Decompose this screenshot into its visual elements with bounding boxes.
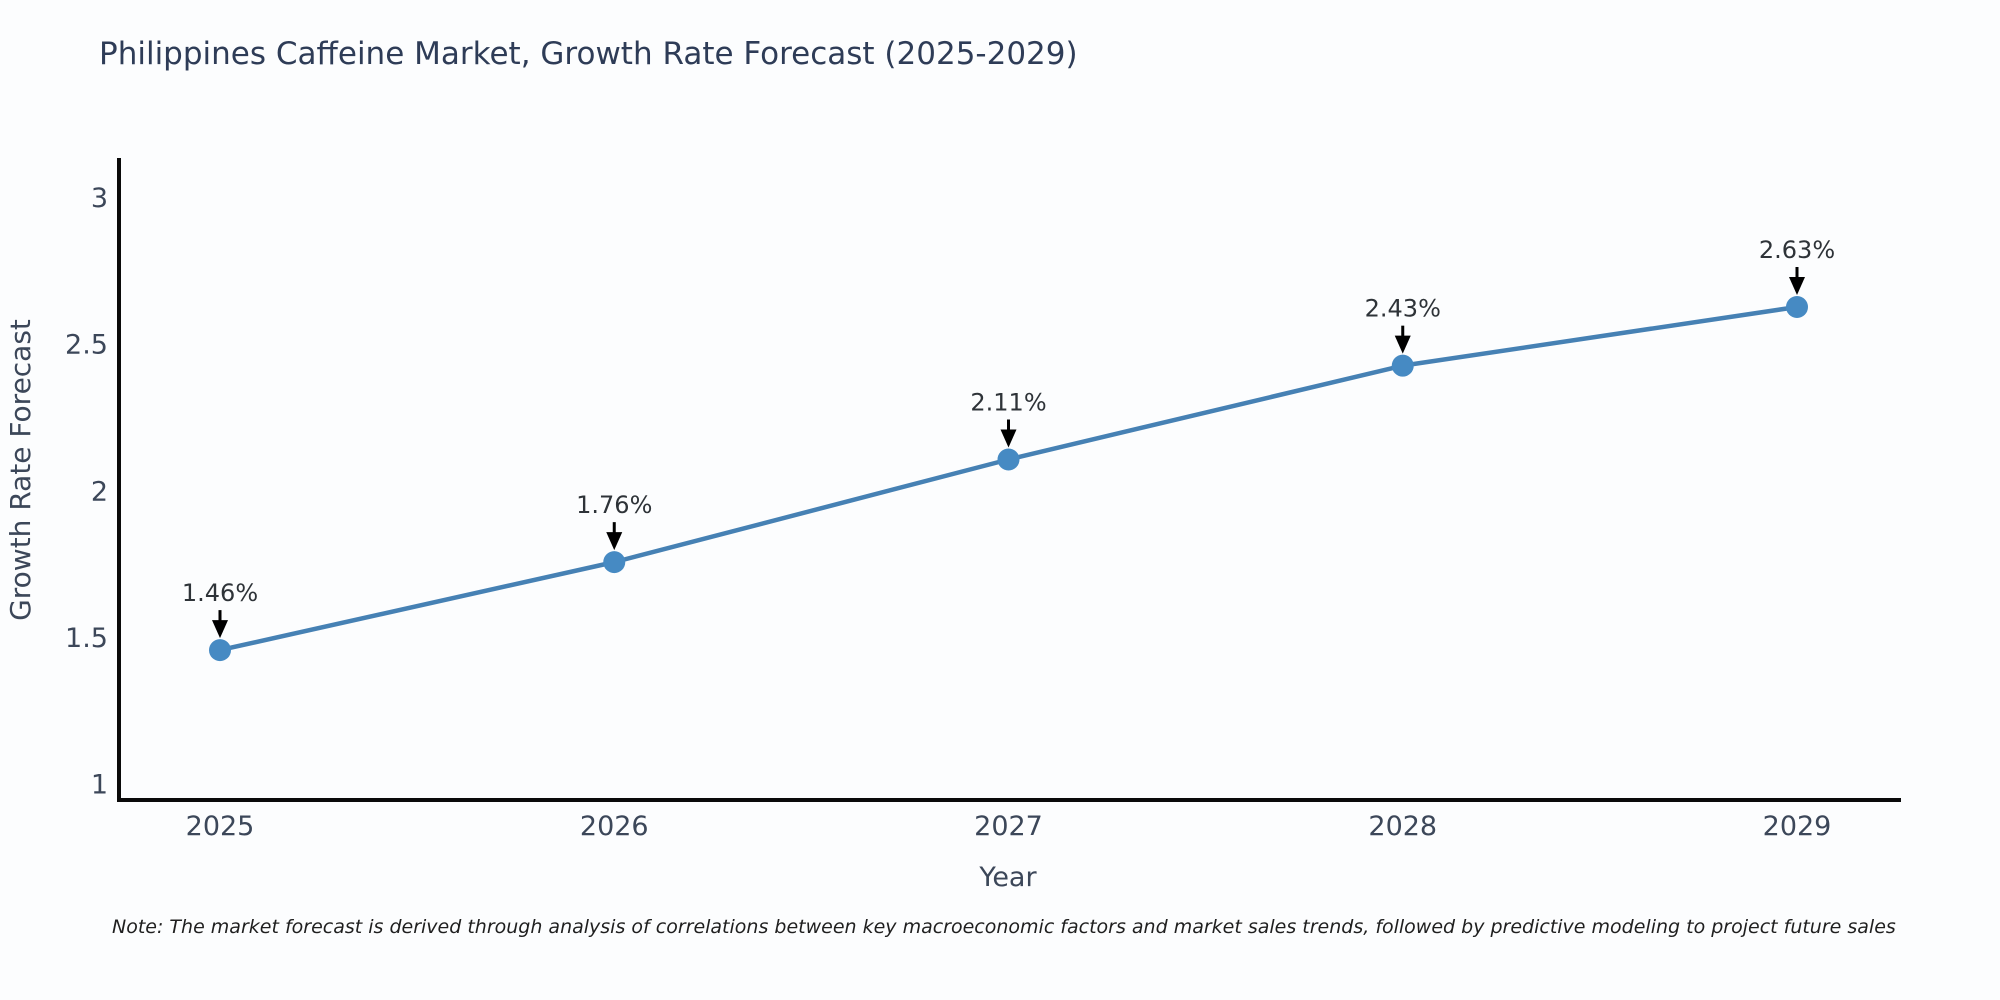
y-tick-label: 1.5	[65, 623, 108, 654]
annotation-label: 1.76%	[576, 491, 652, 519]
y-tick-label: 2	[91, 476, 108, 507]
y-axis-title: Growth Rate Forecast	[4, 319, 37, 621]
x-tick-label: 2028	[1368, 811, 1437, 842]
y-tick-label: 2.5	[65, 330, 108, 361]
x-tick-label: 2026	[580, 811, 649, 842]
x-tick-label: 2025	[186, 811, 255, 842]
annotation-label: 2.63%	[1759, 236, 1835, 264]
annotation-label: 1.46%	[182, 579, 258, 607]
annotation-arrowhead	[1000, 429, 1017, 448]
annotation-arrowhead	[606, 532, 623, 551]
data-point-marker	[603, 551, 626, 574]
data-point-marker	[209, 639, 231, 662]
y-tick-label: 3	[91, 183, 108, 214]
data-point-marker	[1786, 296, 1808, 319]
series-line	[217, 304, 1800, 653]
footnote: Note: The market forecast is derived thr…	[112, 916, 1896, 938]
x-axis-title: Year	[978, 862, 1037, 893]
x-tick-label: 2029	[1763, 811, 1832, 842]
x-tick-label: 2027	[974, 811, 1043, 842]
annotation-label: 2.43%	[1365, 295, 1441, 323]
data-point-marker	[997, 448, 1020, 471]
chart-title: Philippines Caffeine Market, Growth Rate…	[99, 36, 1078, 72]
annotation-arrowhead	[1394, 335, 1411, 354]
data-point-marker	[1391, 354, 1414, 377]
annotation-label: 2.11%	[970, 388, 1046, 416]
annotation-arrowhead	[1789, 277, 1805, 296]
annotation-arrowhead	[212, 620, 228, 639]
y-tick-label: 1	[91, 770, 108, 801]
